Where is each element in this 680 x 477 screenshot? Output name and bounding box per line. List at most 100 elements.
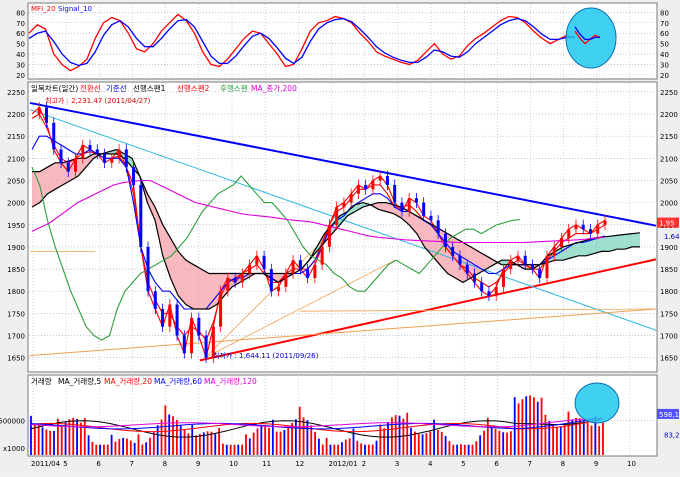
legend-vma60: MA_거래량,60 (154, 377, 202, 386)
volume-bar (275, 431, 278, 455)
price-ytick-right: 1850 (660, 266, 678, 274)
x-tick-label: 9 (594, 460, 598, 468)
osc-ytick-right: 80 (660, 9, 669, 17)
vol-ma-line-2 (30, 417, 604, 430)
vol-ytick: 500000 (0, 418, 25, 426)
volume-bar (60, 425, 63, 455)
volume-bar (76, 418, 78, 455)
volume-bar (586, 422, 589, 455)
candle-body (530, 264, 534, 270)
candle-body (552, 246, 556, 256)
volume-bar (103, 444, 105, 455)
x-tick-label: 7 (528, 460, 532, 468)
volume-bar (463, 444, 466, 455)
volume-bar (575, 417, 578, 455)
candle-body (124, 149, 128, 168)
oscillator-panel (27, 2, 658, 80)
price-ytick-left: 1650 (7, 355, 25, 363)
candle-body (182, 335, 186, 354)
vol-last-badge (657, 408, 679, 419)
candle-body (59, 149, 63, 163)
volume-bar (475, 441, 478, 455)
cloud-segment (185, 260, 194, 309)
price-ytick-right: 1900 (660, 244, 678, 252)
cloud-segment (624, 233, 633, 250)
x-tick-label: 8 (163, 460, 167, 468)
volume-bar (241, 444, 244, 455)
candle-body (480, 282, 484, 292)
price-ytick-left: 1800 (7, 288, 25, 296)
candle-body (298, 260, 302, 270)
volume-bar (379, 424, 382, 455)
osc-tail-signal (574, 26, 600, 41)
volume-bar (279, 431, 282, 455)
volume-bar (229, 444, 232, 455)
candle-body (45, 107, 49, 123)
volume-bar (118, 439, 121, 455)
candle-body (335, 207, 339, 225)
trendlines (29, 101, 657, 362)
candle-body (161, 308, 165, 327)
price-ytick-left: 1700 (7, 333, 25, 341)
last-price-label: 1,95 (659, 220, 675, 228)
cloud-segment (632, 232, 640, 247)
cloud-segment (609, 235, 617, 252)
ichimoku-cloud (32, 149, 640, 309)
trendline-cyan_line (29, 109, 657, 331)
volume-bar (444, 435, 447, 455)
candle-body (443, 233, 447, 247)
x-tick-label: 9 (196, 460, 200, 468)
candle-body (313, 264, 317, 278)
price-series (31, 102, 641, 364)
volume-bar (37, 425, 40, 455)
volume-bar (433, 419, 435, 455)
cloud-segment (339, 211, 348, 225)
trendline-blue (29, 101, 657, 227)
volume-bar (160, 419, 163, 455)
volume-bar (544, 414, 547, 455)
osc-ytick-left: 70 (16, 20, 25, 28)
price-ytick-right: 2000 (660, 200, 678, 208)
volume-bar (456, 444, 459, 455)
cloud-segment (601, 236, 610, 252)
volume-bar (318, 438, 320, 455)
volume-bar (287, 426, 290, 455)
volume-bar (99, 444, 102, 455)
volume-bar (33, 424, 36, 455)
volume-bar (494, 428, 497, 455)
volume-bar (168, 414, 171, 455)
legend-kijun: 기준선 (106, 84, 127, 93)
candle-body (306, 269, 310, 278)
volume-bar (156, 425, 159, 455)
volume-bar (471, 444, 474, 455)
volume-bar (191, 425, 194, 455)
volume-bar (222, 443, 224, 455)
volume-bar (64, 422, 67, 455)
price-ytick-right: 1650 (660, 355, 678, 363)
price-ytick-left: 1750 (7, 310, 25, 318)
volume-bar (256, 428, 259, 455)
volume-bar (341, 442, 343, 455)
cloud-segment (162, 224, 171, 278)
volume-bar (337, 444, 340, 455)
volume-bar (195, 435, 197, 455)
candle-body (103, 153, 107, 163)
volume-bar (344, 439, 347, 455)
volume-bar (325, 437, 328, 455)
cloud-segment (201, 269, 210, 309)
volume-bar (310, 425, 313, 455)
volume-bar (53, 430, 55, 455)
volume-bar (387, 421, 389, 455)
volume-bar (129, 440, 132, 455)
price-ytick-left: 1850 (7, 266, 25, 274)
volume-bar (367, 444, 370, 455)
oscillator-series (28, 13, 576, 72)
osc-ytick-left: 20 (16, 72, 25, 80)
volume-bar (425, 433, 428, 455)
volume-bar (532, 397, 535, 455)
volume-bar (383, 428, 386, 455)
osc-ytick-right: 60 (660, 30, 669, 38)
candle-body (364, 184, 368, 190)
trendline-red (199, 258, 657, 362)
